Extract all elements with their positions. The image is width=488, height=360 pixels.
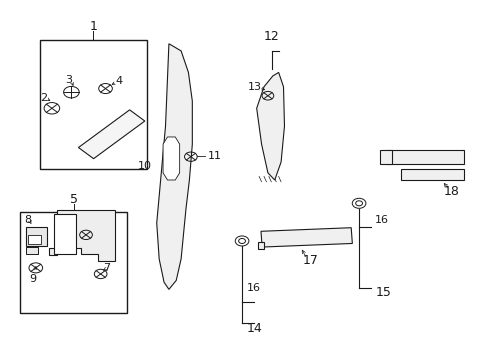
Bar: [26, 247, 38, 253]
Text: 12: 12: [263, 30, 279, 43]
Text: 14: 14: [246, 322, 262, 335]
Polygon shape: [385, 149, 463, 164]
Text: 8: 8: [24, 215, 31, 225]
Polygon shape: [261, 228, 352, 247]
Text: 18: 18: [443, 185, 459, 198]
Text: 7: 7: [103, 263, 110, 273]
Text: 15: 15: [374, 287, 390, 300]
Polygon shape: [157, 44, 192, 289]
Text: 9: 9: [29, 274, 36, 284]
Text: 17: 17: [302, 254, 318, 267]
Text: 11: 11: [207, 150, 222, 161]
Text: 10: 10: [138, 161, 152, 171]
Text: 16: 16: [374, 215, 388, 225]
Polygon shape: [78, 110, 144, 159]
Polygon shape: [54, 214, 76, 253]
Polygon shape: [163, 137, 179, 180]
Text: 2: 2: [40, 93, 47, 103]
Text: 1: 1: [89, 20, 97, 33]
Text: 3: 3: [65, 75, 72, 85]
Bar: [26, 226, 46, 246]
Polygon shape: [400, 169, 463, 180]
Text: 16: 16: [246, 283, 261, 293]
Bar: [20, 212, 127, 313]
Text: 6: 6: [97, 228, 104, 238]
Polygon shape: [256, 72, 284, 180]
Polygon shape: [49, 211, 115, 261]
Bar: [40, 40, 147, 169]
Text: 4: 4: [115, 76, 122, 86]
Bar: [28, 235, 41, 244]
Polygon shape: [257, 242, 264, 249]
Text: 13: 13: [248, 82, 262, 92]
Text: 5: 5: [70, 193, 78, 206]
Polygon shape: [379, 149, 391, 164]
